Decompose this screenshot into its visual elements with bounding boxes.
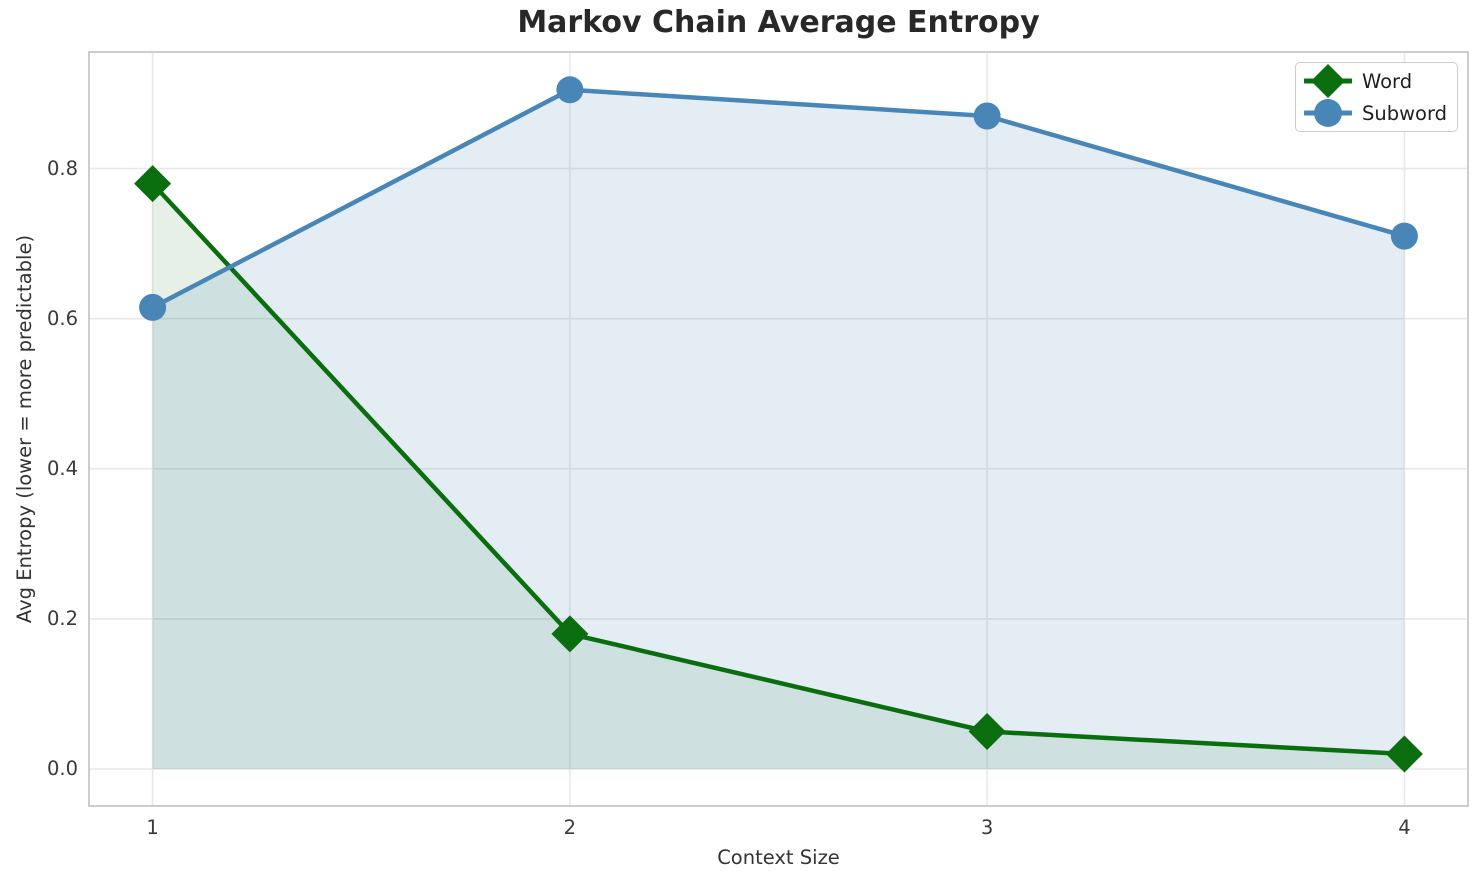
legend: Word Subword (1294, 62, 1458, 132)
diamond-marker (1385, 735, 1423, 773)
diamond-marker (968, 713, 1006, 750)
series-word (134, 165, 1423, 773)
y-tick-label: 0.8 (46, 157, 78, 181)
x-tick-label: 3 (980, 816, 994, 839)
area-subword (152, 89, 1405, 770)
legend-diamond-icon (1310, 64, 1345, 98)
y-tick-label: 0.2 (46, 607, 78, 631)
chart-title: Markov Chain Average Entropy (517, 5, 1040, 40)
series-subword (139, 76, 1418, 321)
legend-item-subword: Subword (1303, 97, 1447, 129)
x-tick-label: 1 (146, 816, 159, 839)
legend-label: Word (1361, 69, 1413, 93)
legend-item-word: Word (1303, 64, 1447, 98)
x-tick-label: 4 (1398, 816, 1411, 839)
x-axis-label: Context Size (717, 846, 840, 869)
circle-marker (973, 102, 1001, 130)
x-tick-label: 2 (563, 816, 577, 839)
chart-canvas (90, 53, 1467, 805)
diamond-marker (134, 165, 172, 203)
y-tick-label: 0.4 (46, 457, 78, 481)
legend-label: Subword (1361, 101, 1447, 125)
plot-area (88, 51, 1469, 807)
area-word (152, 183, 1405, 770)
y-axis-label: Avg Entropy (lower = more predictable) (13, 234, 36, 624)
legend-swatch (1303, 99, 1352, 127)
circle-marker (556, 76, 584, 104)
diamond-marker (551, 615, 589, 653)
legend-swatch (1303, 64, 1352, 98)
circle-marker (1390, 222, 1418, 250)
y-tick-label: 0.0 (46, 757, 78, 781)
y-tick-label: 0.6 (46, 307, 78, 331)
circle-marker (139, 293, 167, 321)
legend-circle-icon (1313, 99, 1342, 127)
